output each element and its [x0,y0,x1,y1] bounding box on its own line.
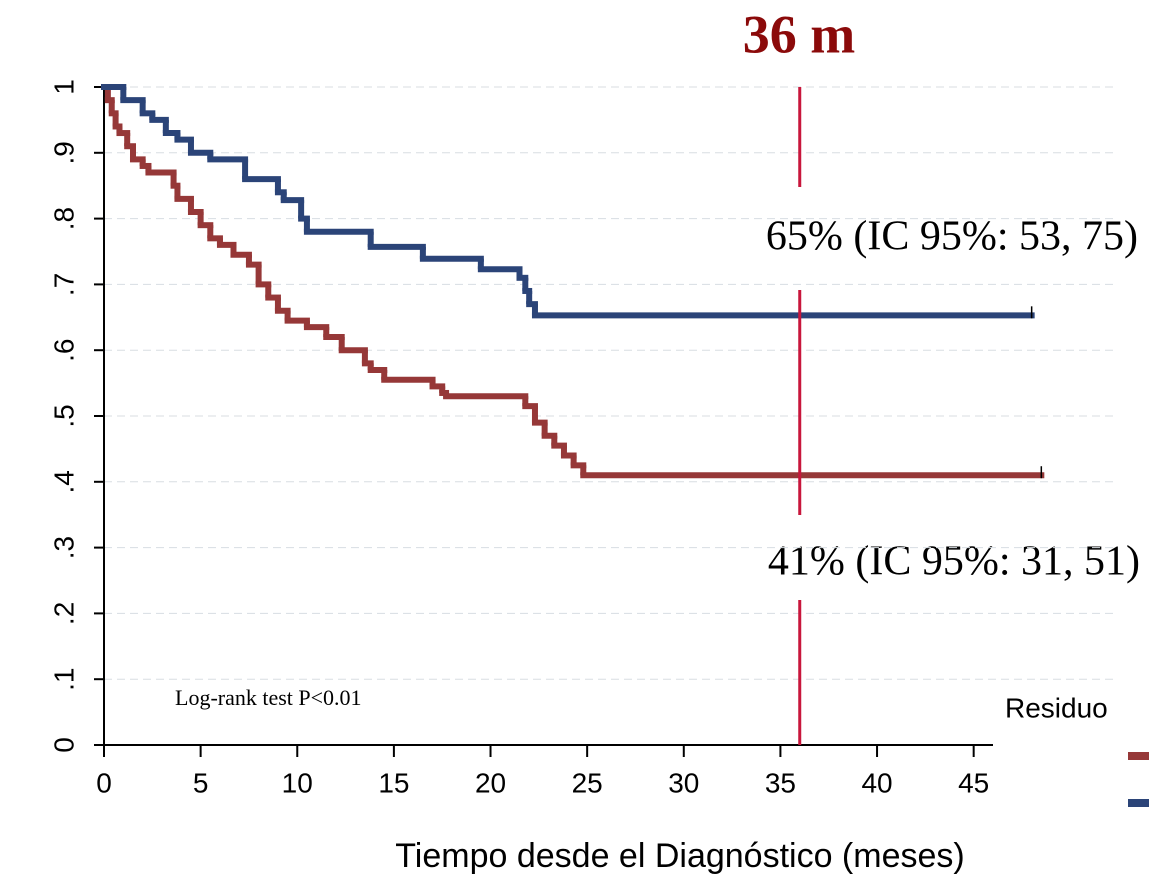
y-tick-label: .4 [48,470,79,493]
y-tick-label: 1 [48,79,79,95]
legend-swatch [1128,752,1149,760]
x-tick-label: 15 [378,767,409,798]
x-tick-label: 5 [193,767,209,798]
chart-title: 36 m [743,4,856,64]
x-tick-label: 0 [96,767,112,798]
x-tick-label: 30 [668,767,699,798]
y-tick-label: .6 [48,339,79,362]
x-tick-label: 40 [861,767,892,798]
y-tick-label: .3 [48,536,79,559]
x-tick-label: 20 [475,767,506,798]
annotation: Log-rank test P<0.01 [175,685,362,710]
x-tick-label: 35 [765,767,796,798]
y-tick-label: .7 [48,273,79,296]
y-tick-label: .2 [48,602,79,625]
y-tick-label: .5 [48,404,79,427]
x-tick-label: 25 [572,767,603,798]
y-tick-label: .9 [48,141,79,164]
x-tick-label: 45 [958,767,989,798]
x-tick-label: 10 [282,767,313,798]
annotation: 65% (IC 95%: 53, 75) [766,214,1138,260]
annotation: 41% (IC 95%: 31, 51) [768,539,1140,585]
y-tick-label: .1 [48,668,79,691]
legend-title: Residuo [1005,692,1108,723]
y-tick-label: 0 [48,737,79,753]
x-axis-label: Tiempo desde el Diagnóstico (meses) [395,837,964,875]
y-tick-label: .8 [48,207,79,230]
legend-swatch [1128,799,1149,807]
